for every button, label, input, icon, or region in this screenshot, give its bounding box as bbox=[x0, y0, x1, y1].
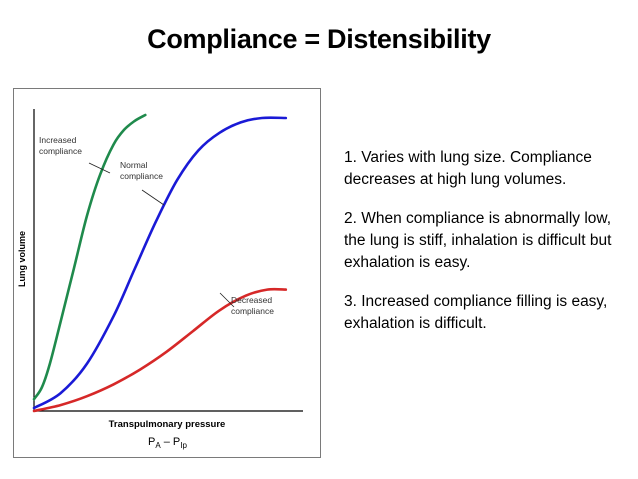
note-2: 2. When compliance is abnormally low, th… bbox=[344, 210, 612, 271]
note-3: 3. Increased compliance filling is easy,… bbox=[344, 293, 608, 332]
chart-svg: Increased compliance Normal compliance Decre… bbox=[17, 109, 303, 450]
series-line-increased-compliance bbox=[32, 113, 147, 401]
series-label-normal: Normal compliance bbox=[120, 160, 163, 181]
series-label-decreased: Decreased compliance bbox=[231, 295, 274, 316]
leader-line-normal bbox=[141, 189, 165, 206]
x-axis-label: Transpulmonary pressure bbox=[109, 419, 226, 430]
slide-title: Compliance = Distensibility bbox=[147, 24, 491, 54]
note-1: 1. Varies with lung size. Compliance dec… bbox=[344, 149, 592, 188]
y-axis-label: Lung volume bbox=[17, 231, 27, 287]
leader-line-increased bbox=[88, 162, 111, 174]
series-label-increased: Increased compliance bbox=[39, 135, 82, 156]
x-axis-formula: PA – PIp bbox=[148, 436, 187, 450]
notes-list: 1. Varies with lung size. Compliance dec… bbox=[344, 147, 634, 352]
series-line-decreased-compliance bbox=[32, 287, 288, 413]
compliance-chart: Increased compliance Normal compliance Decre… bbox=[13, 88, 321, 458]
leader-line-decreased bbox=[219, 292, 235, 308]
series-line-normal-compliance bbox=[32, 116, 288, 410]
